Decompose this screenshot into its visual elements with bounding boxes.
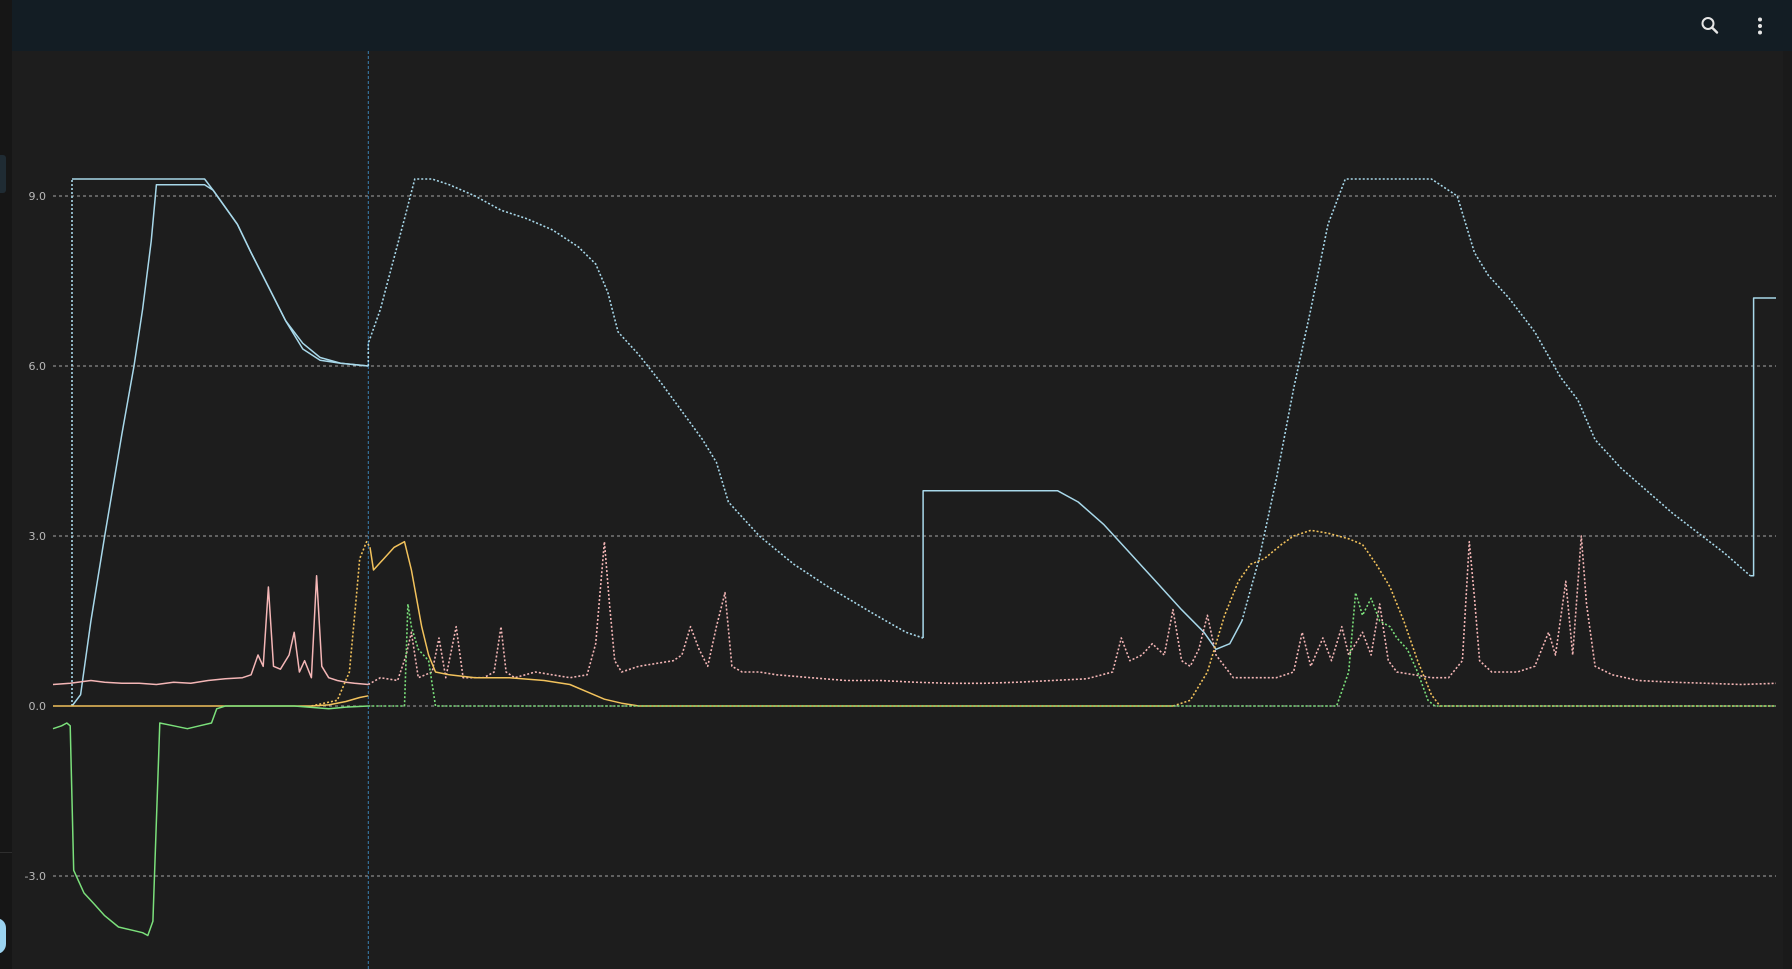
line-chart[interactable]: 9.0 6.0 3.0 0.0 -3.0 <box>12 51 1783 969</box>
series-line-3 <box>367 178 924 639</box>
scrollbar-track[interactable] <box>1783 51 1792 969</box>
series-line-12 <box>1172 529 1776 707</box>
search-icon <box>1701 17 1719 34</box>
y-tick-label: 3.0 <box>29 530 47 543</box>
series-line-6 <box>1750 297 1776 577</box>
search-button[interactable] <box>1692 8 1728 44</box>
top-toolbar <box>12 0 1792 51</box>
floating-action-button[interactable] <box>0 918 6 954</box>
side-panel-edge <box>0 0 12 969</box>
series-line-4 <box>922 489 1243 651</box>
series-line-0 <box>72 178 369 367</box>
series-line-8 <box>367 535 1777 686</box>
series-line-11 <box>369 540 1173 707</box>
y-tick-label: 9.0 <box>29 190 47 203</box>
more-vert-icon <box>1758 17 1762 35</box>
y-tick-label: 6.0 <box>29 360 47 373</box>
series-line-13 <box>52 705 369 937</box>
y-tick-label: 0.0 <box>29 700 47 713</box>
y-tick-label: -3.0 <box>25 870 46 883</box>
series-line-7 <box>52 574 369 686</box>
divider <box>0 852 12 853</box>
series-line-14 <box>368 591 1776 707</box>
chart-area[interactable]: 9.0 6.0 3.0 0.0 -3.0 <box>12 51 1783 969</box>
selected-item-indicator <box>0 155 6 193</box>
more-options-button[interactable] <box>1742 8 1778 44</box>
series-line-5 <box>1241 178 1751 622</box>
series-line-10 <box>311 540 371 707</box>
series-line-1 <box>71 183 369 707</box>
